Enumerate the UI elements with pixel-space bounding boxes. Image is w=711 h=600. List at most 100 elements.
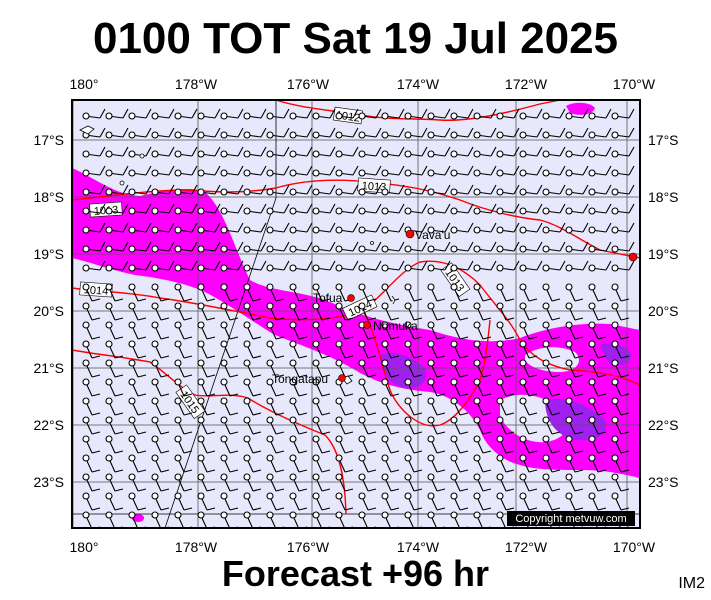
wind-barb: [82, 378, 101, 397]
isobar-labels: 1012 1013 1013 1014 1014 1013 1015: [79, 106, 471, 419]
wind-barb: [358, 165, 382, 177]
wind-barb: [565, 203, 589, 215]
wind-barb: [197, 321, 216, 340]
wind-barb: [335, 473, 354, 492]
wind-barb: [243, 454, 262, 473]
wind-barb: [82, 511, 101, 528]
wind-barb: [542, 127, 566, 139]
wind-barb: [335, 397, 354, 416]
wind-barb: [128, 302, 147, 321]
wind-barb: [174, 146, 198, 158]
wind-barb: [220, 108, 244, 120]
wind-barb: [82, 260, 106, 272]
wind-barb: [404, 340, 423, 359]
wind-barb: [542, 492, 561, 511]
wind-barb: [473, 222, 497, 234]
wind-barb: [473, 241, 497, 253]
lon-label: 174°W: [397, 539, 440, 555]
wind-barb: [588, 359, 607, 378]
wind-barb: [82, 359, 101, 378]
wind-barb: [565, 302, 584, 321]
lat-labels-right: 17°S 18°S 19°S 20°S 21°S 22°S 23°S: [648, 132, 679, 490]
wind-barb: [496, 222, 520, 234]
wind-barb: [404, 473, 423, 492]
wind-barb: [82, 340, 101, 359]
lon-label: 178°W: [175, 539, 218, 555]
lat-labels-left: 17°S 18°S 19°S 20°S 21°S 22°S 23°S: [33, 132, 64, 490]
wind-barb: [266, 127, 290, 139]
wind-barb: [519, 108, 543, 120]
wind-barb: [220, 492, 239, 511]
isobar-label: 1013: [361, 180, 386, 194]
wind-barb: [289, 378, 308, 397]
wind-barb: [496, 321, 515, 340]
wind-barb: [496, 435, 515, 454]
wind-barb: [289, 416, 308, 435]
wind-barb: [289, 146, 313, 158]
wind-barb: [174, 492, 193, 511]
wind-barb: [82, 222, 106, 234]
wind-barb: [312, 165, 336, 177]
wind-barb: [151, 302, 170, 321]
copyright: Copyright metvuw.com: [515, 513, 626, 525]
wind-barb: [473, 165, 497, 177]
lat-label: 23°S: [648, 474, 679, 490]
wind-barb: [588, 378, 607, 397]
wind-barb: [174, 302, 193, 321]
lon-label: 174°W: [397, 76, 440, 92]
wind-barb: [473, 492, 492, 511]
rain-core: [545, 398, 606, 441]
wind-barb: [496, 302, 515, 321]
wind-barb: [174, 359, 193, 378]
wind-barb: [197, 378, 216, 397]
wind-barb: [611, 416, 630, 435]
wind-barb: [588, 416, 607, 435]
wind-barb: [151, 397, 170, 416]
place-label: Vava'u: [415, 228, 450, 242]
wind-barb: [542, 184, 566, 196]
wind-barb: [565, 222, 589, 234]
wind-barb: [105, 203, 129, 215]
wind-barb: [220, 127, 244, 139]
wind-barb: [542, 222, 566, 234]
wind-barb: [151, 492, 170, 511]
wind-barb: [611, 397, 630, 416]
wind-barb: [427, 203, 451, 215]
wind-barb: [289, 203, 313, 215]
wind-barb: [496, 340, 515, 359]
wind-barb: [128, 340, 147, 359]
wind-barb: [243, 241, 267, 253]
wind-barb: [128, 454, 147, 473]
wind-barb: [473, 127, 497, 139]
wind-barb: [82, 283, 101, 302]
lon-label: 172°W: [505, 76, 548, 92]
wind-barb: [220, 378, 239, 397]
wind-barb: [105, 397, 124, 416]
wind-barb: [427, 359, 446, 378]
wind-barb: [289, 397, 308, 416]
wind-barb: [404, 283, 423, 302]
wind-barb: [197, 184, 221, 196]
wind-barb: [450, 302, 469, 321]
wind-barb: [542, 473, 561, 492]
wind-barb: [611, 241, 635, 253]
wind-barb: [358, 222, 382, 234]
wind-barb: [358, 203, 382, 215]
wind-barb: [473, 359, 492, 378]
wind-barb: [473, 340, 492, 359]
wind-barb: [220, 184, 244, 196]
wind-barb: [427, 378, 446, 397]
wind-barb: [289, 260, 313, 272]
wind-barb: [519, 454, 538, 473]
wind-barb: [335, 165, 359, 177]
wind-barb: [197, 302, 216, 321]
wind-barb: [611, 359, 630, 378]
wind-barb: [381, 416, 400, 435]
wind-barb: [105, 435, 124, 454]
wind-barb: [220, 321, 239, 340]
wind-barb: [82, 108, 106, 120]
wind-barb: [197, 283, 216, 302]
place-label: Nomuka: [373, 319, 418, 333]
wind-barb: [565, 260, 589, 272]
